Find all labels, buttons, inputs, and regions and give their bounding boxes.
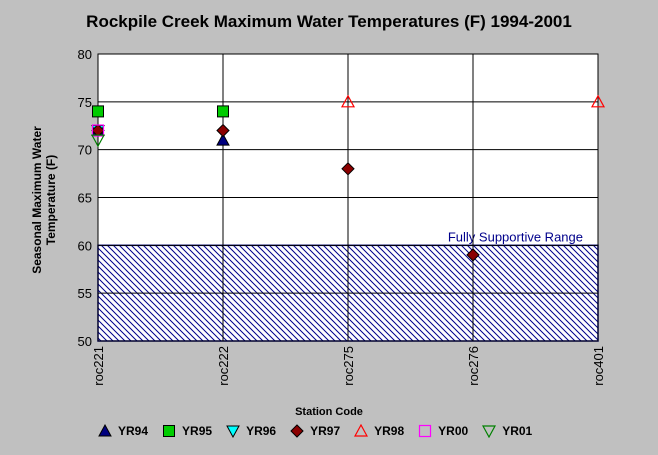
- x-tick-label: roc222: [216, 346, 231, 386]
- y-tick-label: 70: [78, 143, 92, 158]
- chart-title: Rockpile Creek Maximum Water Temperature…: [86, 12, 572, 31]
- y-tick-label: 65: [78, 191, 92, 206]
- legend-marker: [354, 424, 369, 437]
- y-tick-label: 50: [78, 334, 92, 349]
- legend-item-yr98: YR98: [354, 424, 404, 438]
- data-point-yr00: [91, 124, 105, 137]
- data-point-yr98: [340, 94, 356, 108]
- y-tick-label: 80: [78, 47, 92, 62]
- plot-frame: [97, 53, 599, 342]
- legend-item-yr96: YR96: [226, 424, 276, 438]
- data-point-yr97: [341, 162, 355, 176]
- data-point-yr01: [90, 134, 106, 148]
- data-point-yr97: [216, 123, 230, 138]
- legend-item-yr94: YR94: [98, 424, 148, 438]
- legend-marker: [290, 424, 304, 438]
- legend-item-yr95: YR95: [162, 424, 212, 438]
- data-point-yr95: [217, 105, 229, 118]
- data-point-yr95: [92, 105, 104, 118]
- y-tick-label: 55: [78, 286, 92, 301]
- legend: YR94 YR95 YR96 YR97 YR98 YR00 YR01: [98, 424, 532, 438]
- legend-marker: [419, 424, 432, 438]
- legend-label: YR00: [438, 424, 469, 438]
- legend-label: YR94: [118, 424, 149, 438]
- data-point-yr97: [466, 248, 480, 262]
- y-tick-label: 75: [78, 95, 92, 110]
- x-axis-label: Station Code: [295, 406, 363, 418]
- legend-marker-shape: [163, 425, 176, 437]
- legend-label: YR96: [246, 424, 277, 438]
- data-point-yr94: [216, 133, 230, 146]
- legend-marker: [98, 424, 112, 437]
- x-tick-label: roc276: [466, 346, 481, 386]
- legend-item-yr01: YR01: [482, 424, 532, 438]
- legend-marker-shape: [419, 424, 432, 438]
- legend-marker: [163, 425, 176, 437]
- legend-label: YR97: [310, 424, 341, 438]
- legend-marker-shape: [354, 424, 369, 437]
- legend-label: YR98: [374, 424, 405, 438]
- band-label: Fully Supportive Range: [448, 229, 583, 244]
- legend-label: YR01: [502, 424, 533, 438]
- legend-marker-shape: [98, 424, 112, 437]
- x-tick-label: roc221: [91, 346, 106, 386]
- legend-marker-shape: [482, 425, 497, 438]
- x-tick-label: roc401: [591, 346, 606, 386]
- legend-label: YR95: [182, 424, 213, 438]
- y-tick-label: 60: [78, 238, 92, 253]
- legend-marker: [226, 425, 240, 438]
- data-point-yr98: [590, 94, 606, 108]
- legend-item-yr97: YR97: [290, 424, 340, 438]
- legend-marker-shape: [290, 424, 304, 438]
- legend-marker: [482, 425, 497, 438]
- legend-item-yr00: YR00: [418, 424, 468, 438]
- x-tick-label: roc275: [341, 346, 356, 386]
- legend-marker-shape: [226, 425, 240, 438]
